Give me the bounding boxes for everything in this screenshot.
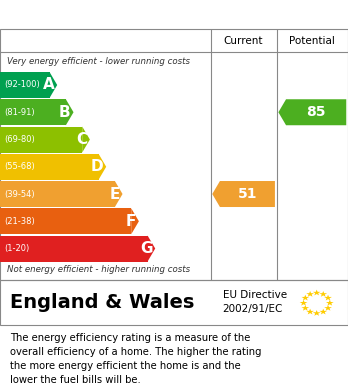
Text: (69-80): (69-80) <box>4 135 35 144</box>
Polygon shape <box>324 305 332 311</box>
Polygon shape <box>301 295 309 301</box>
Polygon shape <box>115 181 122 207</box>
Bar <box>0 99 66 125</box>
Text: EU Directive
2002/91/EC: EU Directive 2002/91/EC <box>223 291 287 314</box>
Bar <box>0 235 148 262</box>
Polygon shape <box>319 309 327 314</box>
Polygon shape <box>98 154 106 180</box>
Text: Potential: Potential <box>290 36 335 46</box>
Polygon shape <box>131 208 139 234</box>
Polygon shape <box>313 310 321 316</box>
Bar <box>0 127 82 152</box>
Bar <box>0 154 98 180</box>
Text: 85: 85 <box>306 105 326 119</box>
Polygon shape <box>306 309 314 314</box>
Text: Not energy efficient - higher running costs: Not energy efficient - higher running co… <box>7 265 190 274</box>
Bar <box>0 208 131 234</box>
Text: 51: 51 <box>238 187 257 201</box>
Polygon shape <box>326 300 334 306</box>
Text: F: F <box>126 214 136 229</box>
Polygon shape <box>319 291 327 297</box>
Text: (81-91): (81-91) <box>4 108 35 117</box>
Polygon shape <box>300 300 307 306</box>
Text: (21-38): (21-38) <box>4 217 35 226</box>
Text: Current: Current <box>224 36 263 46</box>
Polygon shape <box>324 295 332 301</box>
Text: (55-68): (55-68) <box>4 162 35 171</box>
Polygon shape <box>278 99 346 125</box>
Text: (92-100): (92-100) <box>4 81 40 90</box>
Text: Very energy efficient - lower running costs: Very energy efficient - lower running co… <box>7 57 190 66</box>
Polygon shape <box>301 305 309 311</box>
Text: D: D <box>91 159 103 174</box>
Text: A: A <box>43 77 54 93</box>
Polygon shape <box>313 290 321 295</box>
Polygon shape <box>66 99 73 125</box>
Text: Energy Efficiency Rating: Energy Efficiency Rating <box>10 7 220 22</box>
Polygon shape <box>49 72 57 98</box>
Polygon shape <box>82 127 90 152</box>
Text: E: E <box>109 187 120 201</box>
Bar <box>0 72 49 98</box>
Polygon shape <box>212 181 275 207</box>
Text: (39-54): (39-54) <box>4 190 35 199</box>
Text: The energy efficiency rating is a measure of the
overall efficiency of a home. T: The energy efficiency rating is a measur… <box>10 333 262 385</box>
Polygon shape <box>306 291 314 297</box>
Text: England & Wales: England & Wales <box>10 293 195 312</box>
Text: B: B <box>59 105 71 120</box>
Text: (1-20): (1-20) <box>4 244 30 253</box>
Text: C: C <box>76 132 87 147</box>
Polygon shape <box>148 235 155 262</box>
Bar <box>0 181 115 207</box>
Text: G: G <box>140 241 152 256</box>
